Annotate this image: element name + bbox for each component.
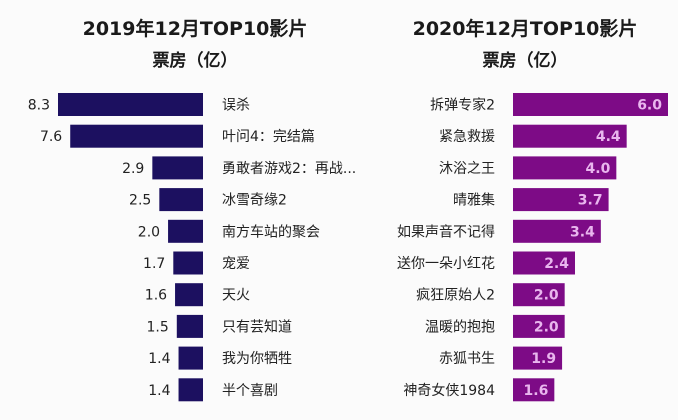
right-bar [513, 124, 627, 148]
right-bar [513, 219, 601, 243]
right-bar [513, 314, 565, 338]
right-category-label: 沐浴之王 [439, 161, 495, 177]
left-bar [70, 124, 203, 148]
left-category-label: 宠爱 [222, 256, 250, 272]
right-value-label: 6.0 [637, 98, 662, 114]
left-bar [176, 314, 203, 338]
left-value-label: 1.5 [147, 319, 169, 335]
left-bar [178, 346, 203, 370]
right-category-label: 晴雅集 [453, 192, 495, 209]
left-bar [159, 188, 203, 212]
left-value-label: 1.6 [145, 288, 167, 304]
left-value-label: 1.7 [143, 256, 165, 272]
right-value-label: 2.4 [544, 256, 569, 272]
left-category-label: 天火 [222, 288, 250, 304]
right-value-label: 2.0 [534, 288, 559, 304]
left-chart-subtitle: 票房（亿） [152, 51, 238, 71]
right-category-label: 拆弹专家2 [430, 97, 495, 114]
left-category-label: 冰雪奇缘2 [222, 192, 287, 209]
left-category-label: 我为你牺牲 [222, 351, 292, 367]
right-chart-subtitle: 票房（亿） [482, 51, 568, 71]
left-category-label: 只有芸知道 [222, 318, 292, 335]
left-category-label: 半个喜剧 [222, 383, 278, 399]
right-value-label: 3.7 [578, 193, 603, 209]
left-value-label: 2.9 [122, 161, 144, 177]
right-bar [513, 346, 563, 370]
left-bar [178, 378, 203, 402]
left-bar [168, 219, 203, 243]
left-category-label: 南方车站的聚会 [222, 223, 320, 240]
left-bar [173, 251, 203, 275]
right-bar [513, 378, 555, 402]
right-chart-title: 2020年12月TOP10影片 [412, 18, 638, 40]
left-value-label: 7.6 [40, 129, 62, 145]
left-bar [152, 156, 203, 180]
left-value-label: 8.3 [28, 98, 50, 114]
right-category-label: 温暖的抱抱 [425, 319, 495, 335]
left-value-label: 1.4 [148, 383, 170, 399]
right-category-label: 送你一朵小红花 [397, 256, 495, 272]
right-value-label: 4.0 [586, 161, 611, 177]
right-value-label: 1.9 [531, 351, 556, 367]
right-bar [513, 188, 609, 212]
right-category-label: 如果声音不记得 [397, 223, 495, 240]
right-category-label: 赤狐书生 [439, 351, 495, 367]
right-category-label: 紧急救援 [439, 129, 495, 145]
left-bar [175, 283, 203, 307]
right-bar [513, 156, 617, 180]
right-bar [513, 283, 565, 307]
left-category-label: 叶问4：完结篇 [222, 129, 315, 145]
left-bar [58, 93, 203, 116]
left-value-label: 2.5 [129, 193, 151, 209]
left-category-label: 误杀 [222, 98, 250, 114]
right-value-label: 2.0 [534, 319, 559, 335]
left-value-label: 2.0 [138, 224, 160, 240]
right-value-label: 4.4 [596, 129, 621, 145]
left-chart-title: 2019年12月TOP10影片 [82, 18, 308, 40]
right-category-label: 疯狂原始人2 [416, 288, 495, 304]
right-category-label: 神奇女侠1984 [403, 382, 495, 399]
right-value-label: 3.4 [570, 224, 595, 240]
right-bar [513, 251, 575, 275]
left-category-label: 勇敢者游戏2：再战... [222, 161, 356, 177]
right-value-label: 1.6 [524, 383, 549, 399]
right-bar [513, 93, 668, 116]
left-value-label: 1.4 [148, 351, 170, 367]
